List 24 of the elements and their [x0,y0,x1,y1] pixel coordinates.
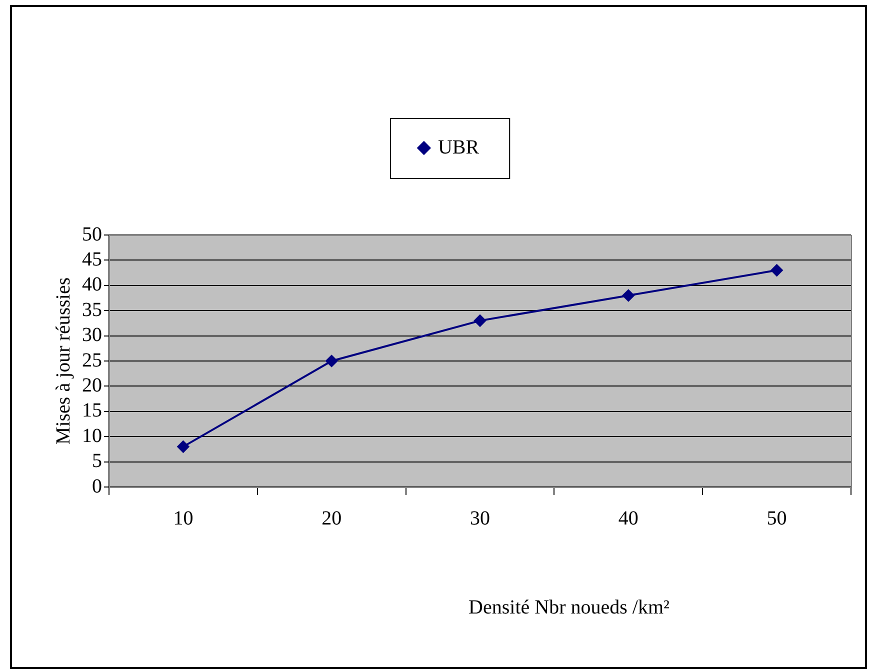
x-tick-label: 50 [766,507,787,530]
point [326,355,338,367]
x-tick-label: 40 [618,507,638,530]
x-axis-title: Densité Nbr noueds /km² [468,596,670,618]
y-tick-label: 10 [82,424,102,447]
y-tick-label: 20 [82,374,102,396]
point [622,289,634,302]
point [770,264,783,276]
legend-label: UBR [438,136,480,158]
y-tick-label: 25 [82,349,102,372]
y-tick-label: 50 [82,223,102,246]
y-axis-title: Mises à jour réussies [52,277,74,445]
y-tick-label: 45 [82,248,102,270]
x-tick-label: 10 [173,507,194,530]
x-tick-label: 30 [470,507,490,530]
y-tick-label: 5 [92,450,102,472]
y-tick-label: 40 [82,274,102,296]
x-tick-label: 20 [322,507,342,530]
y-tick-label: 35 [82,298,102,321]
point [474,314,486,327]
point [177,440,190,453]
y-tick-label: 15 [82,400,102,422]
y-tick-label: 30 [82,324,102,346]
y-tick-label: 0 [92,475,102,498]
